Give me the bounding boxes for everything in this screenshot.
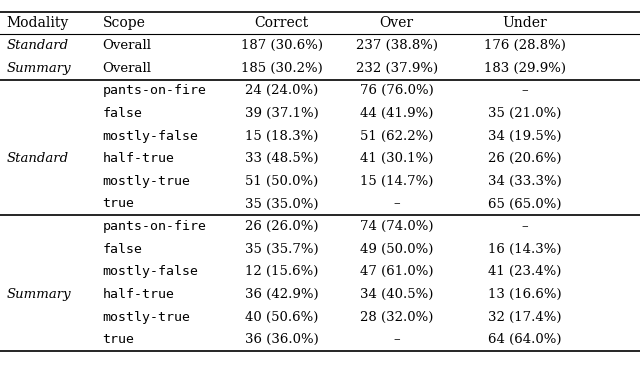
Text: 237 (38.8%): 237 (38.8%) [356, 39, 438, 52]
Text: 35 (21.0%): 35 (21.0%) [488, 107, 561, 120]
Text: 13 (16.6%): 13 (16.6%) [488, 288, 562, 301]
Text: false: false [102, 243, 143, 256]
Text: Scope: Scope [102, 16, 145, 30]
Text: 51 (62.2%): 51 (62.2%) [360, 129, 433, 143]
Text: Modality: Modality [6, 16, 68, 30]
Text: pants-on-fire: pants-on-fire [102, 220, 206, 233]
Text: 28 (32.0%): 28 (32.0%) [360, 310, 433, 324]
Text: 15 (18.3%): 15 (18.3%) [245, 129, 318, 143]
Text: mostly-true: mostly-true [102, 175, 191, 188]
Text: 64 (64.0%): 64 (64.0%) [488, 333, 561, 346]
Text: true: true [102, 333, 134, 346]
Text: 39 (37.1%): 39 (37.1%) [244, 107, 319, 120]
Text: mostly-false: mostly-false [102, 265, 198, 278]
Text: –: – [522, 220, 528, 233]
Text: 32 (17.4%): 32 (17.4%) [488, 310, 561, 324]
Text: 232 (37.9%): 232 (37.9%) [356, 62, 438, 75]
Text: 16 (14.3%): 16 (14.3%) [488, 243, 561, 256]
Text: 34 (33.3%): 34 (33.3%) [488, 175, 562, 188]
Text: 185 (30.2%): 185 (30.2%) [241, 62, 323, 75]
Text: 74 (74.0%): 74 (74.0%) [360, 220, 433, 233]
Text: 35 (35.0%): 35 (35.0%) [245, 197, 318, 211]
Text: 76 (76.0%): 76 (76.0%) [360, 84, 434, 98]
Text: –: – [522, 84, 528, 98]
Text: pants-on-fire: pants-on-fire [102, 84, 206, 98]
Text: 36 (36.0%): 36 (36.0%) [244, 333, 319, 346]
Text: 183 (29.9%): 183 (29.9%) [484, 62, 566, 75]
Text: Correct: Correct [255, 16, 308, 30]
Text: 12 (15.6%): 12 (15.6%) [245, 265, 318, 278]
Text: Standard: Standard [6, 152, 68, 165]
Text: 40 (50.6%): 40 (50.6%) [245, 310, 318, 324]
Text: 33 (48.5%): 33 (48.5%) [245, 152, 318, 165]
Text: 15 (14.7%): 15 (14.7%) [360, 175, 433, 188]
Text: false: false [102, 107, 143, 120]
Text: 26 (26.0%): 26 (26.0%) [245, 220, 318, 233]
Text: 187 (30.6%): 187 (30.6%) [241, 39, 323, 52]
Text: Over: Over [380, 16, 414, 30]
Text: half-true: half-true [102, 288, 174, 301]
Text: half-true: half-true [102, 152, 174, 165]
Text: Overall: Overall [102, 39, 152, 52]
Text: 34 (19.5%): 34 (19.5%) [488, 129, 561, 143]
Text: mostly-true: mostly-true [102, 310, 191, 324]
Text: Under: Under [502, 16, 547, 30]
Text: –: – [394, 333, 400, 346]
Text: Summary: Summary [6, 62, 71, 75]
Text: 47 (61.0%): 47 (61.0%) [360, 265, 433, 278]
Text: 44 (41.9%): 44 (41.9%) [360, 107, 433, 120]
Text: 176 (28.8%): 176 (28.8%) [484, 39, 566, 52]
Text: 36 (42.9%): 36 (42.9%) [244, 288, 319, 301]
Text: 51 (50.0%): 51 (50.0%) [245, 175, 318, 188]
Text: 35 (35.7%): 35 (35.7%) [244, 243, 319, 256]
Text: Overall: Overall [102, 62, 152, 75]
Text: Standard: Standard [6, 39, 68, 52]
Text: true: true [102, 197, 134, 211]
Text: 49 (50.0%): 49 (50.0%) [360, 243, 433, 256]
Text: 34 (40.5%): 34 (40.5%) [360, 288, 433, 301]
Text: 26 (20.6%): 26 (20.6%) [488, 152, 561, 165]
Text: –: – [394, 197, 400, 211]
Text: mostly-false: mostly-false [102, 129, 198, 143]
Text: 24 (24.0%): 24 (24.0%) [245, 84, 318, 98]
Text: Summary: Summary [6, 288, 71, 301]
Text: 41 (23.4%): 41 (23.4%) [488, 265, 561, 278]
Text: 41 (30.1%): 41 (30.1%) [360, 152, 433, 165]
Text: 65 (65.0%): 65 (65.0%) [488, 197, 561, 211]
